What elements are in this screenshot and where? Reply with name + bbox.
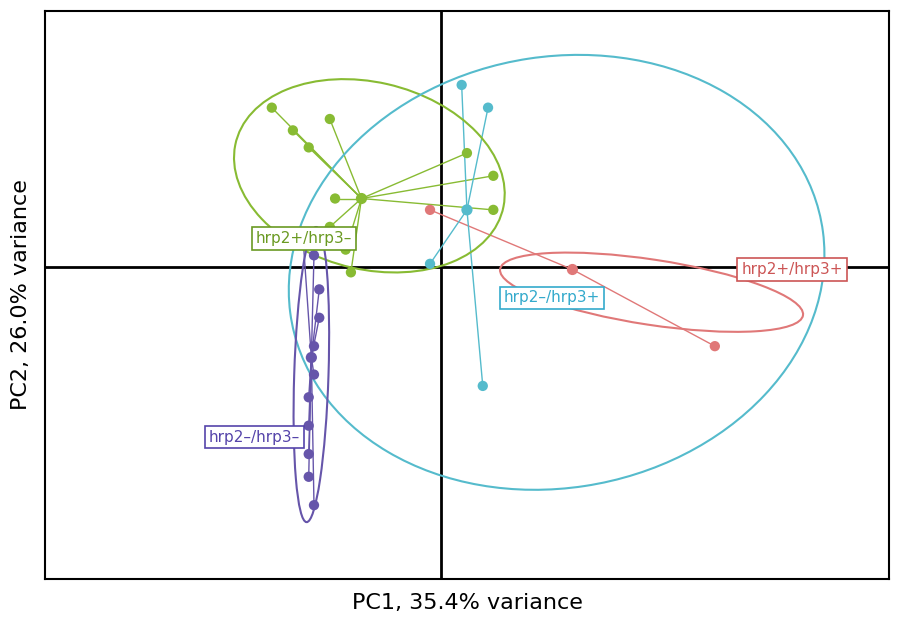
Text: hrp2–/hrp3+: hrp2–/hrp3+ <box>504 290 600 305</box>
Point <box>355 193 369 203</box>
Point <box>475 381 490 391</box>
Point <box>296 239 310 249</box>
Point <box>460 205 474 215</box>
Point <box>312 285 327 295</box>
Point <box>302 421 316 431</box>
Point <box>338 245 353 255</box>
Point <box>328 193 342 203</box>
Text: hrp2–/hrp3–: hrp2–/hrp3– <box>209 429 300 444</box>
Point <box>322 114 337 124</box>
Point <box>423 259 437 269</box>
Text: hrp2+/hrp3+: hrp2+/hrp3+ <box>742 262 842 277</box>
Point <box>344 267 358 277</box>
Point <box>302 142 316 152</box>
Point <box>481 103 495 113</box>
Y-axis label: PC2, 26.0% variance: PC2, 26.0% variance <box>11 180 32 411</box>
Point <box>423 205 437 215</box>
Point <box>285 125 300 135</box>
Point <box>265 103 279 113</box>
X-axis label: PC1, 35.4% variance: PC1, 35.4% variance <box>352 593 582 613</box>
Point <box>304 353 319 363</box>
Point <box>307 369 321 379</box>
Point <box>460 148 474 158</box>
Point <box>302 449 316 459</box>
Point <box>307 500 321 510</box>
Text: hrp2+/hrp3–: hrp2+/hrp3– <box>256 231 352 246</box>
Point <box>307 341 321 351</box>
Point <box>307 250 321 260</box>
Point <box>302 392 316 402</box>
Point <box>322 222 337 232</box>
Point <box>312 313 327 323</box>
Point <box>565 265 580 275</box>
Point <box>302 472 316 482</box>
Point <box>486 205 500 215</box>
Point <box>486 171 500 181</box>
Point <box>454 80 469 90</box>
Point <box>707 341 722 351</box>
